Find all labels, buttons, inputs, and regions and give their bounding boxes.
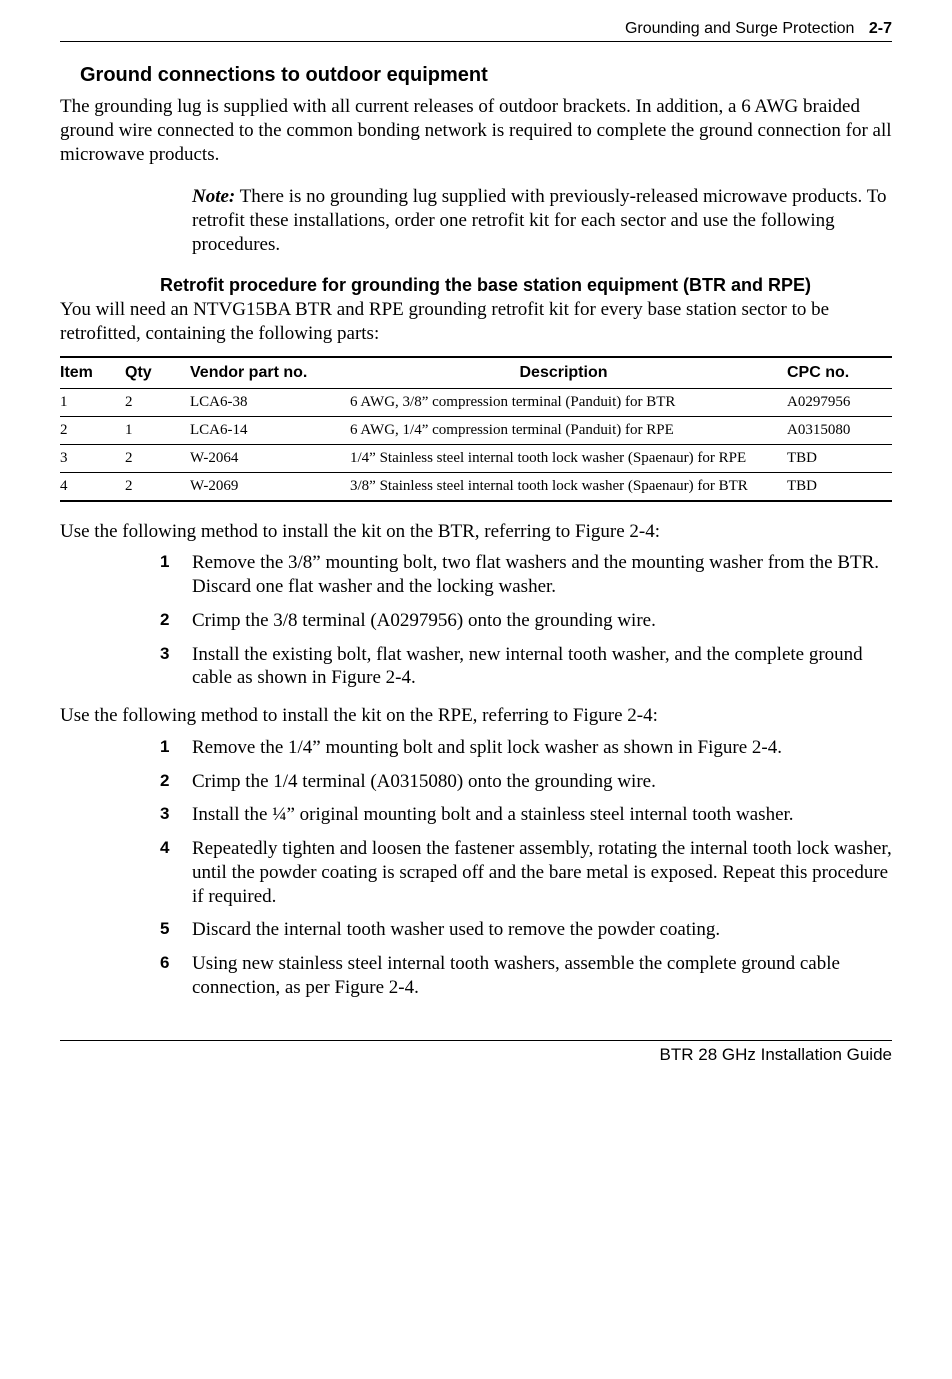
sub-intro: You will need an NTVG15BA BTR and RPE gr… xyxy=(60,298,892,346)
cell-vendor: LCA6-14 xyxy=(190,416,350,444)
step-number: 3 xyxy=(160,803,192,827)
cell-vendor: LCA6-38 xyxy=(190,388,350,416)
sub-heading: Retrofit procedure for grounding the bas… xyxy=(160,275,892,297)
table-row: 2 1 LCA6-14 6 AWG, 1/4” compression term… xyxy=(60,416,892,444)
note-block: Note: There is no grounding lug supplied… xyxy=(192,185,892,256)
cell-item: 2 xyxy=(60,416,125,444)
cell-cpc: TBD xyxy=(787,472,892,501)
header-rule xyxy=(60,41,892,42)
step-number: 2 xyxy=(160,609,192,633)
step-number: 3 xyxy=(160,643,192,691)
cell-item: 1 xyxy=(60,388,125,416)
step-text: Crimp the 3/8 terminal (A0297956) onto t… xyxy=(192,609,656,633)
step-text: Remove the 1/4” mounting bolt and split … xyxy=(192,736,782,760)
table-row: 1 2 LCA6-38 6 AWG, 3/8” compression term… xyxy=(60,388,892,416)
section-heading: Ground connections to outdoor equipment xyxy=(80,64,892,87)
table-header-row: Item Qty Vendor part no. Description CPC… xyxy=(60,357,892,389)
footer-text: BTR 28 GHz Installation Guide xyxy=(60,1045,892,1065)
cell-vendor: W-2064 xyxy=(190,444,350,472)
cell-qty: 2 xyxy=(125,472,190,501)
cell-qty: 2 xyxy=(125,388,190,416)
table-row: 3 2 W-2064 1/4” Stainless steel internal… xyxy=(60,444,892,472)
list-item: 6Using new stainless steel internal toot… xyxy=(160,952,892,1000)
step-text: Crimp the 1/4 terminal (A0315080) onto t… xyxy=(192,770,656,794)
step-text: Remove the 3/8” mounting bolt, two flat … xyxy=(192,551,892,599)
step-text: Install the existing bolt, flat washer, … xyxy=(192,643,892,691)
cell-cpc: TBD xyxy=(787,444,892,472)
step-number: 5 xyxy=(160,918,192,942)
btr-intro: Use the following method to install the … xyxy=(60,520,892,544)
cell-vendor: W-2069 xyxy=(190,472,350,501)
step-number: 1 xyxy=(160,551,192,599)
step-text: Discard the internal tooth washer used t… xyxy=(192,918,720,942)
cell-desc: 3/8” Stainless steel internal tooth lock… xyxy=(350,472,787,501)
page: Grounding and Surge Protection 2-7 Groun… xyxy=(0,0,952,1095)
note-label: Note: xyxy=(192,186,235,207)
btr-steps: 1Remove the 3/8” mounting bolt, two flat… xyxy=(160,551,892,690)
rpe-intro: Use the following method to install the … xyxy=(60,704,892,728)
cell-desc: 1/4” Stainless steel internal tooth lock… xyxy=(350,444,787,472)
note-text: There is no grounding lug supplied with … xyxy=(192,186,887,255)
cell-item: 4 xyxy=(60,472,125,501)
cell-cpc: A0315080 xyxy=(787,416,892,444)
cell-item: 3 xyxy=(60,444,125,472)
table-row: 4 2 W-2069 3/8” Stainless steel internal… xyxy=(60,472,892,501)
rpe-steps: 1Remove the 1/4” mounting bolt and split… xyxy=(160,736,892,1000)
step-number: 6 xyxy=(160,952,192,1000)
th-item: Item xyxy=(60,357,125,389)
step-text: Repeatedly tighten and loosen the fasten… xyxy=(192,837,892,908)
step-text: Install the ¼” original mounting bolt an… xyxy=(192,803,794,827)
cell-desc: 6 AWG, 3/8” compression terminal (Pandui… xyxy=(350,388,787,416)
list-item: 1Remove the 1/4” mounting bolt and split… xyxy=(160,736,892,760)
footer-rule xyxy=(60,1040,892,1041)
list-item: 3Install the ¼” original mounting bolt a… xyxy=(160,803,892,827)
page-header: Grounding and Surge Protection 2-7 xyxy=(60,20,892,38)
step-number: 2 xyxy=(160,770,192,794)
th-desc: Description xyxy=(350,357,787,389)
cell-cpc: A0297956 xyxy=(787,388,892,416)
list-item: 2Crimp the 3/8 terminal (A0297956) onto … xyxy=(160,609,892,633)
list-item: 1Remove the 3/8” mounting bolt, two flat… xyxy=(160,551,892,599)
list-item: 4Repeatedly tighten and loosen the faste… xyxy=(160,837,892,908)
cell-desc: 6 AWG, 1/4” compression terminal (Pandui… xyxy=(350,416,787,444)
list-item: 5Discard the internal tooth washer used … xyxy=(160,918,892,942)
list-item: 3Install the existing bolt, flat washer,… xyxy=(160,643,892,691)
header-chapter: Grounding and Surge Protection xyxy=(625,20,854,37)
parts-table: Item Qty Vendor part no. Description CPC… xyxy=(60,356,892,502)
cell-qty: 1 xyxy=(125,416,190,444)
step-number: 4 xyxy=(160,837,192,908)
intro-paragraph: The grounding lug is supplied with all c… xyxy=(60,95,892,166)
cell-qty: 2 xyxy=(125,444,190,472)
header-page-number: 2-7 xyxy=(869,20,892,37)
step-text: Using new stainless steel internal tooth… xyxy=(192,952,892,1000)
th-vendor: Vendor part no. xyxy=(190,357,350,389)
step-number: 1 xyxy=(160,736,192,760)
th-qty: Qty xyxy=(125,357,190,389)
list-item: 2Crimp the 1/4 terminal (A0315080) onto … xyxy=(160,770,892,794)
th-cpc: CPC no. xyxy=(787,357,892,389)
